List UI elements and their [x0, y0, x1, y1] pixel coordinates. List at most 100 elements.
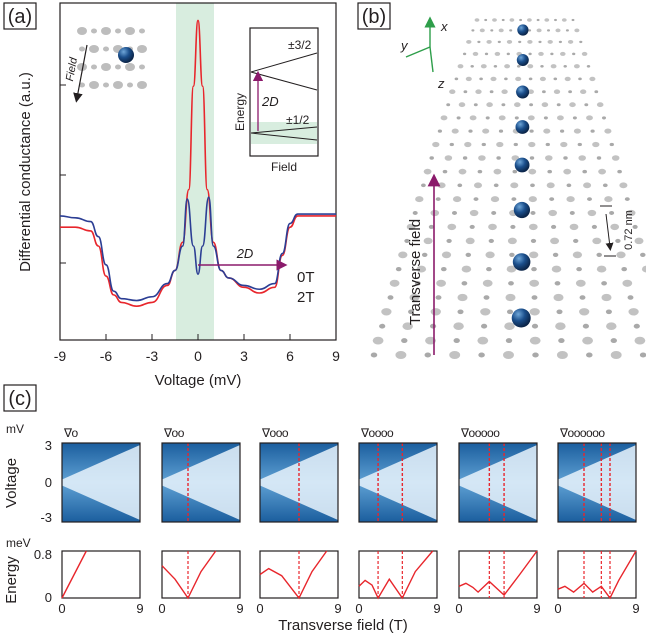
lattice-site — [504, 322, 515, 330]
lattice-site — [478, 353, 485, 358]
lattice-site — [530, 337, 541, 345]
lattice-site — [616, 252, 625, 259]
lattice-site — [572, 19, 575, 21]
lattice-site — [127, 83, 133, 88]
lattice-site — [91, 29, 97, 34]
lattice-site — [532, 295, 538, 300]
lattice-site — [466, 40, 471, 44]
lattice-site — [499, 115, 506, 120]
lattice-site — [557, 115, 564, 120]
chain-marker: ∇o — [63, 426, 79, 440]
lattice-site — [452, 129, 459, 134]
lattice-site — [582, 170, 587, 174]
x-tick-label: 9 — [236, 601, 243, 616]
lattice-site — [499, 130, 503, 133]
lattice-site — [478, 170, 483, 174]
lattice-site — [587, 197, 592, 201]
lattice-site — [530, 156, 534, 159]
top-ytick-label: 0 — [45, 475, 52, 490]
panel-b-label: (b) — [362, 6, 386, 28]
lattice-site — [573, 239, 578, 243]
lattice-site — [89, 81, 99, 89]
lattice-site — [573, 116, 577, 119]
lattice-site — [474, 103, 478, 106]
energy-curve — [62, 551, 86, 598]
lattice-site — [507, 40, 512, 44]
lattice-site — [560, 52, 566, 56]
adatom-icon — [516, 86, 529, 99]
lattice-site — [510, 182, 518, 188]
lattice-site — [540, 65, 543, 68]
lattice-site — [530, 211, 535, 215]
lattice-site — [550, 238, 559, 245]
lattice-site — [601, 294, 611, 301]
level-high-label: ±3/2 — [288, 38, 312, 52]
lattice-site — [507, 309, 513, 314]
lattice-site — [395, 351, 406, 359]
lattice-site — [596, 253, 601, 257]
lattice-site — [474, 182, 482, 188]
lattice-site — [139, 29, 145, 34]
lattice-site — [485, 252, 494, 259]
adatom-icon — [118, 47, 134, 63]
lattice-site — [421, 183, 426, 187]
lattice-site — [563, 156, 567, 159]
lattice-site — [580, 295, 586, 300]
lattice-site — [554, 19, 557, 21]
inset-energy-ylabel: Energy — [233, 93, 247, 131]
energy-curve — [459, 551, 537, 595]
x-tick-label: 9 — [433, 601, 440, 616]
lattice-site — [481, 324, 487, 329]
panel-c: (c) mV meV Voltage Energy 3 0 -3 0.8 0 ∇… — [3, 385, 640, 634]
lattice-site — [612, 155, 620, 161]
field-sweep-panel: ∇oooo0 9 — [355, 426, 440, 616]
lattice-site — [449, 351, 460, 359]
lattice-site — [125, 63, 135, 71]
x-tick-label: 0 — [355, 601, 362, 616]
lattice-site — [572, 53, 575, 56]
lattice-site — [574, 129, 581, 134]
lattice-site — [101, 27, 111, 35]
lattice-site — [560, 130, 564, 133]
lattice-site — [490, 29, 493, 31]
lattice-site — [507, 53, 510, 56]
chain-marker: ∇ooo — [261, 426, 289, 440]
lattice-site — [470, 115, 477, 120]
lattice-site — [446, 103, 450, 106]
lattice-site — [547, 29, 550, 31]
lattice-site — [447, 224, 456, 230]
lattice-site — [555, 322, 566, 330]
lattice-site — [459, 169, 467, 175]
lattice-site — [566, 196, 574, 202]
lattice-site — [542, 90, 546, 93]
axis-y-label: y — [400, 38, 409, 53]
adatom-icon — [512, 309, 531, 328]
lattice-site — [453, 322, 464, 330]
lattice-site — [463, 156, 467, 159]
lattice-site — [551, 64, 557, 68]
lattice-site — [486, 267, 492, 271]
lattice-site — [470, 65, 473, 68]
bottom-ytick-label: 0.8 — [34, 547, 52, 562]
lattice-site — [457, 294, 467, 301]
lattice-site — [462, 266, 472, 273]
gap-arrow-label: 2D — [236, 246, 254, 261]
lattice-site — [514, 102, 521, 107]
lattice-site — [574, 64, 580, 68]
axis-z-label: z — [437, 76, 445, 91]
lattice-site — [492, 18, 497, 22]
lattice-site — [640, 353, 646, 358]
lattice-site — [482, 129, 489, 134]
lattice-site — [560, 142, 567, 147]
lattice-site — [413, 211, 418, 215]
lattice-site — [371, 353, 378, 358]
lattice-site — [594, 90, 598, 93]
lattice-site — [396, 267, 402, 271]
x-tick-label: 0 — [455, 601, 462, 616]
lattice-site — [597, 156, 601, 159]
lattice-site — [610, 143, 614, 146]
lattice-site — [431, 308, 441, 315]
lattice-site — [494, 169, 502, 175]
panel-a-ylabel: Differential conductance (a.u.) — [17, 72, 34, 272]
lattice-site — [554, 78, 558, 81]
